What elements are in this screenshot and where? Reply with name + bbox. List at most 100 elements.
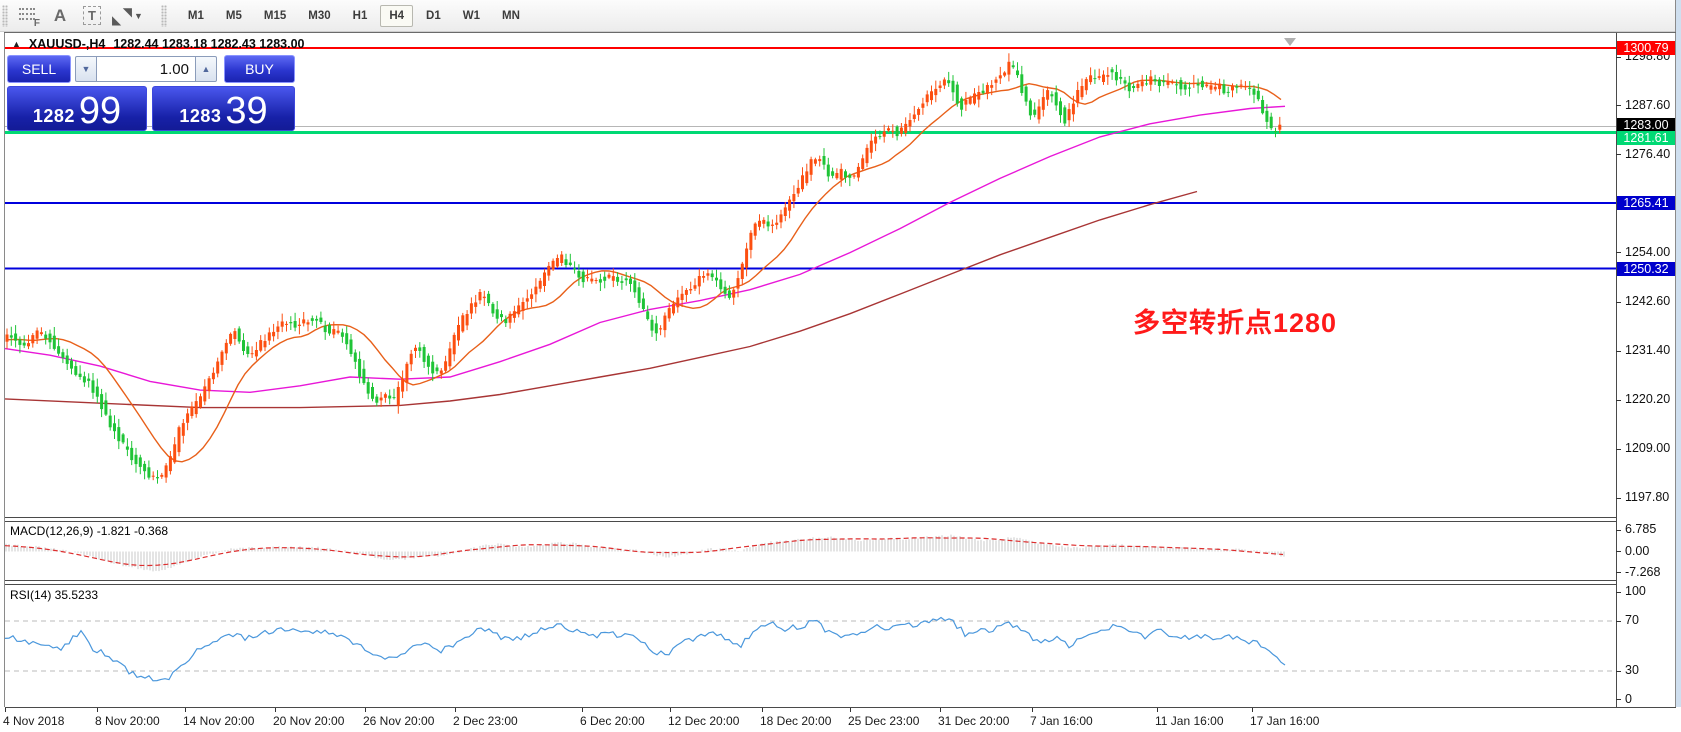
time-tick-mark bbox=[365, 708, 366, 712]
macd-tick-label-mark bbox=[1616, 572, 1621, 573]
toolbar-grip[interactable] bbox=[160, 4, 167, 27]
time-tick-mark bbox=[97, 708, 98, 712]
price-tick-label-mark bbox=[1616, 399, 1621, 401]
price-axis[interactable]: 1298.80 1287.60 1276.40 1254.00 1242.60 1231.… bbox=[1616, 0, 1676, 732]
rsi-tick-label: 0 bbox=[1625, 691, 1632, 706]
bid-price-pips: 99 bbox=[78, 89, 122, 132]
macd-tick-label: -7.268 bbox=[1625, 564, 1661, 579]
time-axis-label: 26 Nov 20:00 bbox=[363, 714, 435, 728]
time-tick-mark bbox=[1032, 708, 1033, 712]
rsi-tick-label: 70 bbox=[1625, 613, 1639, 627]
timeframe-group: M1 M5 M15 M30 H1 H4 D1 W1 MN bbox=[177, 4, 531, 27]
text-label-icon: T bbox=[83, 6, 101, 25]
macd-tick-label: 0.00 bbox=[1625, 543, 1650, 558]
timeframe-button-h1[interactable]: H1 bbox=[352, 9, 368, 22]
chart-ohlc-values: 1282.44 1283.18 1282.43 1283.00 bbox=[113, 37, 305, 51]
time-tick-mark bbox=[1157, 708, 1158, 712]
timeframe-button-m30[interactable]: M30 bbox=[308, 9, 331, 22]
timeframe-button-m15[interactable]: M15 bbox=[263, 9, 287, 22]
window-border bbox=[4, 32, 1676, 33]
time-tick-mark bbox=[762, 708, 763, 712]
price-level-badge: 1281.61 bbox=[1617, 130, 1675, 145]
price-tick-label-mark bbox=[1616, 154, 1621, 156]
time-axis[interactable]: 4 Nov 2018 8 Nov 20:00 14 Nov 20:00 20 Nov … bbox=[0, 707, 1681, 732]
one-click-collapse-arrow[interactable]: ▲ bbox=[12, 39, 21, 49]
timeframe-button-d1[interactable]: D1 bbox=[426, 9, 441, 22]
price-tick-label: 1197.80 bbox=[1625, 490, 1670, 504]
bid-price-main: 1282 bbox=[32, 106, 75, 126]
price-tick-label-mark bbox=[1616, 301, 1621, 303]
buy-button[interactable]: BUY bbox=[224, 55, 295, 83]
text-tool-button[interactable]: A bbox=[47, 3, 73, 29]
macd-tick-label-mark bbox=[1616, 529, 1621, 531]
macd-plot[interactable] bbox=[0, 521, 1616, 580]
toolbar-grip[interactable] bbox=[2, 4, 8, 27]
time-axis-label: 4 Nov 2018 bbox=[3, 714, 65, 728]
time-axis-label: 7 Jan 16:00 bbox=[1030, 714, 1093, 728]
rsi-tick-label-mark bbox=[1616, 670, 1621, 672]
arrows-tool-button[interactable]: ◥ ◣ ▼ bbox=[111, 3, 144, 29]
time-axis-label: 14 Nov 20:00 bbox=[183, 714, 255, 728]
window-border bbox=[1675, 0, 1676, 732]
macd-tick-label-mark bbox=[1616, 551, 1621, 552]
timeframe-button-m5[interactable]: M5 bbox=[225, 9, 242, 22]
bid-price-box[interactable]: 1282 99 bbox=[7, 86, 147, 131]
timeframe-button-w1[interactable]: W1 bbox=[462, 9, 480, 22]
timeframe-button-h4[interactable]: H4 bbox=[380, 4, 414, 27]
price-tick-label-mark bbox=[1616, 105, 1621, 107]
rsi-tick-label: 30 bbox=[1625, 663, 1639, 677]
timeframe-button-m1[interactable]: M1 bbox=[187, 9, 204, 22]
time-tick-mark bbox=[850, 708, 851, 712]
macd-tick-label: 6.785 bbox=[1625, 522, 1657, 536]
price-tick-label-mark bbox=[1616, 56, 1621, 58]
time-tick-mark bbox=[1252, 708, 1253, 712]
time-tick-mark bbox=[5, 708, 6, 712]
text-icon: A bbox=[53, 5, 67, 25]
chart-title: ▲ XAUUSD-,H4 1282.44 1283.18 1282.43 128… bbox=[12, 37, 304, 51]
ask-price-pips: 39 bbox=[225, 89, 268, 132]
rsi-tick-label-mark bbox=[1616, 620, 1621, 622]
lot-decrease-button[interactable]: ▼ bbox=[75, 56, 97, 82]
macd-label: MACD(12,26,9) -1.821 -0.368 bbox=[10, 524, 169, 538]
window-edge bbox=[1676, 0, 1681, 732]
fibonacci-tool-button[interactable]: F bbox=[15, 3, 41, 29]
ask-price-box[interactable]: 1283 39 bbox=[152, 86, 295, 131]
time-axis-label: 2 Dec 23:00 bbox=[453, 714, 518, 728]
candlestick-plot[interactable] bbox=[0, 33, 1616, 517]
price-level-badge: 1265.41 bbox=[1617, 195, 1675, 210]
time-tick-mark bbox=[185, 708, 186, 712]
time-axis-label: 8 Nov 20:00 bbox=[95, 714, 160, 728]
fibonacci-icon: F bbox=[18, 7, 40, 29]
price-tick-label: 1242.60 bbox=[1625, 294, 1671, 309]
panel-separator bbox=[5, 584, 1616, 585]
time-tick-mark bbox=[940, 708, 941, 712]
time-tick-mark bbox=[275, 708, 276, 712]
time-axis-label: 20 Nov 20:00 bbox=[273, 714, 345, 728]
time-axis-border bbox=[5, 707, 1676, 708]
price-tick-label: 1231.40 bbox=[1625, 343, 1671, 358]
time-axis-label: 25 Dec 23:00 bbox=[848, 714, 920, 728]
rsi-plot[interactable] bbox=[0, 584, 1616, 706]
timeframe-button-mn[interactable]: MN bbox=[502, 9, 520, 22]
text-label-tool-button[interactable]: T bbox=[79, 3, 105, 29]
price-tick-label: 1254.00 bbox=[1625, 244, 1671, 259]
lot-increase-button[interactable]: ▲ bbox=[195, 56, 217, 82]
price-tick-label: 1287.60 bbox=[1625, 97, 1671, 112]
chevron-down-icon[interactable]: ▼ bbox=[134, 10, 143, 21]
rsi-tick-label-mark bbox=[1616, 591, 1621, 593]
price-tick-label-mark bbox=[1616, 350, 1621, 352]
toolbar: F A T ◥ ◣ ▼ M1 M5 M15 M30 H1 H4 D1 W1 MN bbox=[0, 0, 1675, 32]
price-level-badge: 1300.79 bbox=[1617, 40, 1675, 55]
chart-shift-marker-icon[interactable] bbox=[1284, 38, 1296, 46]
lot-size-input[interactable] bbox=[97, 56, 195, 82]
window-border bbox=[4, 32, 5, 732]
sell-button[interactable]: SELL bbox=[7, 55, 71, 83]
ask-price-main: 1283 bbox=[179, 106, 222, 126]
time-axis-label: 11 Jan 16:00 bbox=[1155, 714, 1224, 728]
rsi-label: RSI(14) 35.5233 bbox=[10, 588, 99, 602]
time-axis-label: 17 Jan 16:00 bbox=[1250, 714, 1320, 728]
time-axis-label: 6 Dec 20:00 bbox=[580, 714, 645, 728]
panel-separator[interactable] bbox=[5, 517, 1616, 518]
panel-separator[interactable] bbox=[5, 580, 1616, 581]
price-tick-label: 1276.40 bbox=[1625, 146, 1671, 161]
